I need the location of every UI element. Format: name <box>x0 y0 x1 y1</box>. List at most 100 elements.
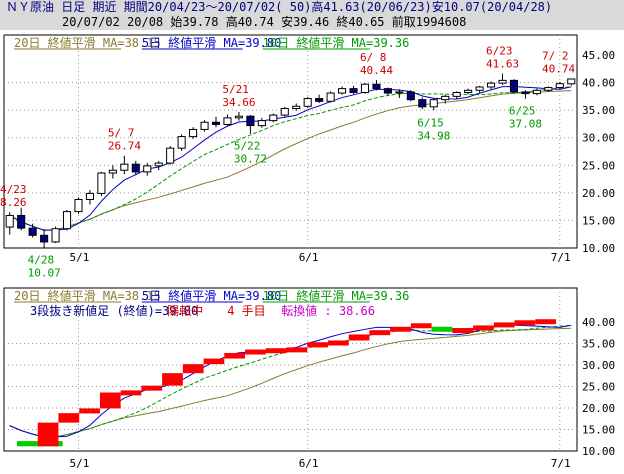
lower-ytick-label: 40.00 <box>582 316 615 329</box>
renko-brick-down <box>431 326 453 332</box>
candle-body <box>475 86 484 91</box>
renko-brick-up <box>245 349 266 355</box>
candle-body <box>429 99 438 108</box>
candle-body <box>62 211 72 230</box>
annotation-peak-date: 7/ 2 <box>542 49 569 62</box>
legend-ma20: 20日 終値平滑 MA=38.15 <box>14 35 161 50</box>
candle-body <box>85 192 95 200</box>
legend-ma5: 5日 終値平滑 MA=39.80 <box>142 35 281 50</box>
upper-ytick-label: 35.00 <box>582 104 615 117</box>
candle-body <box>292 105 301 109</box>
renko-brick-up <box>99 392 121 409</box>
annotation-peak-value: 40.44 <box>360 64 393 77</box>
annotation-peak-value: 8.26 <box>0 196 27 209</box>
candle-body <box>452 91 461 97</box>
candle-body <box>40 234 49 243</box>
upper-xtick-label: 7/1 <box>551 251 571 264</box>
upper-ytick-label: 40.00 <box>582 77 615 90</box>
candle-body <box>441 95 450 101</box>
candle-body <box>303 98 312 107</box>
lower-xtick-label: 5/1 <box>69 457 89 470</box>
renko-brick-up <box>327 340 349 346</box>
candle-body <box>17 214 26 229</box>
candle-body <box>211 121 221 125</box>
upper-ytick-label: 25.00 <box>582 159 615 172</box>
annotation-peak-date: 5/21 <box>222 83 249 96</box>
candle-body <box>395 91 404 94</box>
renko-brick-up <box>224 352 246 359</box>
candle-body <box>166 147 175 164</box>
annotation-peak-value: 40.74 <box>542 62 575 75</box>
lower-xtick-label: 6/1 <box>299 457 319 470</box>
candle-body <box>143 165 152 173</box>
renko-count: 4 手目 <box>227 304 265 318</box>
lower-ma5-line <box>9 324 572 438</box>
lower-ma10-line <box>9 324 572 438</box>
lower-ytick-label: 30.00 <box>582 359 615 372</box>
renko-brick-up <box>141 385 163 391</box>
renko-turn-value: 転換値 : 38.66 <box>281 303 375 318</box>
lower-ma20-line <box>9 327 572 438</box>
annotation-trough-date: 5/22 <box>234 140 261 153</box>
legend-ma10: 10日 終値平滑 MA=39.36 <box>263 288 410 303</box>
lower-panel-frame <box>3 287 578 452</box>
candle-body <box>532 89 541 95</box>
annotation-trough-date: 4/28 <box>28 254 55 267</box>
candle-body <box>486 82 496 88</box>
legend-ma5: 5日 終値平滑 MA=39.80 <box>142 288 281 303</box>
candle-body <box>131 163 140 173</box>
candle-body <box>5 214 14 228</box>
upper-xtick-label: 6/1 <box>299 251 319 264</box>
upper-xtick-label: 5/1 <box>69 251 89 264</box>
chart-header-title: ＮＹ原油 日足 期近 期間20/04/23～20/07/02( 50)高41.6… <box>0 0 624 15</box>
annotation-trough-date: 6/15 <box>417 116 444 129</box>
candle-body <box>223 117 232 125</box>
legend-ma20: 20日 終値平滑 MA=38.15 <box>14 288 161 303</box>
renko-brick-up <box>514 320 536 326</box>
renko-brick-up <box>162 373 183 386</box>
annotation-peak-date: 6/23 <box>486 45 513 58</box>
candle-body <box>521 91 530 95</box>
candle-body <box>74 198 83 213</box>
renko-brick-up <box>390 326 411 332</box>
renko-brick-up <box>452 328 474 334</box>
renko-title: 3段抜き新値足 (終値)=39.80 <box>30 303 198 318</box>
candle-body <box>544 87 553 91</box>
candle-body <box>464 89 473 93</box>
candle-body <box>567 78 576 85</box>
candle-body <box>269 114 278 122</box>
candle-body <box>498 79 507 84</box>
lower-ytick-label: 35.00 <box>582 338 615 351</box>
upper-ma20-line <box>9 90 572 231</box>
lower-ytick-label: 25.00 <box>582 381 615 394</box>
candle-body <box>108 169 117 174</box>
annotation-peak-value: 26.74 <box>108 140 141 153</box>
candle-body <box>154 162 163 167</box>
candle-body <box>326 92 335 102</box>
legend-ma10: 10日 終値平滑 MA=39.36 <box>263 35 410 50</box>
candle-body <box>51 228 60 243</box>
candle-body <box>372 83 381 90</box>
renko-brick-up <box>182 364 204 374</box>
lower-xtick-label: 7/1 <box>551 457 571 470</box>
annotation-peak-date: 6/ 8 <box>360 51 387 64</box>
upper-panel-frame <box>3 34 578 249</box>
candle-body <box>406 91 415 101</box>
candle-body <box>234 115 243 119</box>
candle-body <box>280 107 289 116</box>
annotation-trough-date: 6/25 <box>509 105 536 118</box>
annotation-trough-value: 34.98 <box>417 129 450 142</box>
renko-brick-up <box>535 319 556 325</box>
upper-ma5-line <box>9 86 572 231</box>
candle-body <box>177 136 186 149</box>
candle-body <box>200 121 209 130</box>
annotation-peak-date: 4/23 <box>0 183 27 196</box>
renko-brick-up <box>473 325 494 331</box>
candle-body <box>257 120 266 127</box>
upper-ma10-line <box>9 86 572 231</box>
candle-body <box>383 88 392 94</box>
upper-ytick-label: 20.00 <box>582 187 615 200</box>
candle-body <box>28 227 37 236</box>
renko-brick-up <box>348 334 370 341</box>
